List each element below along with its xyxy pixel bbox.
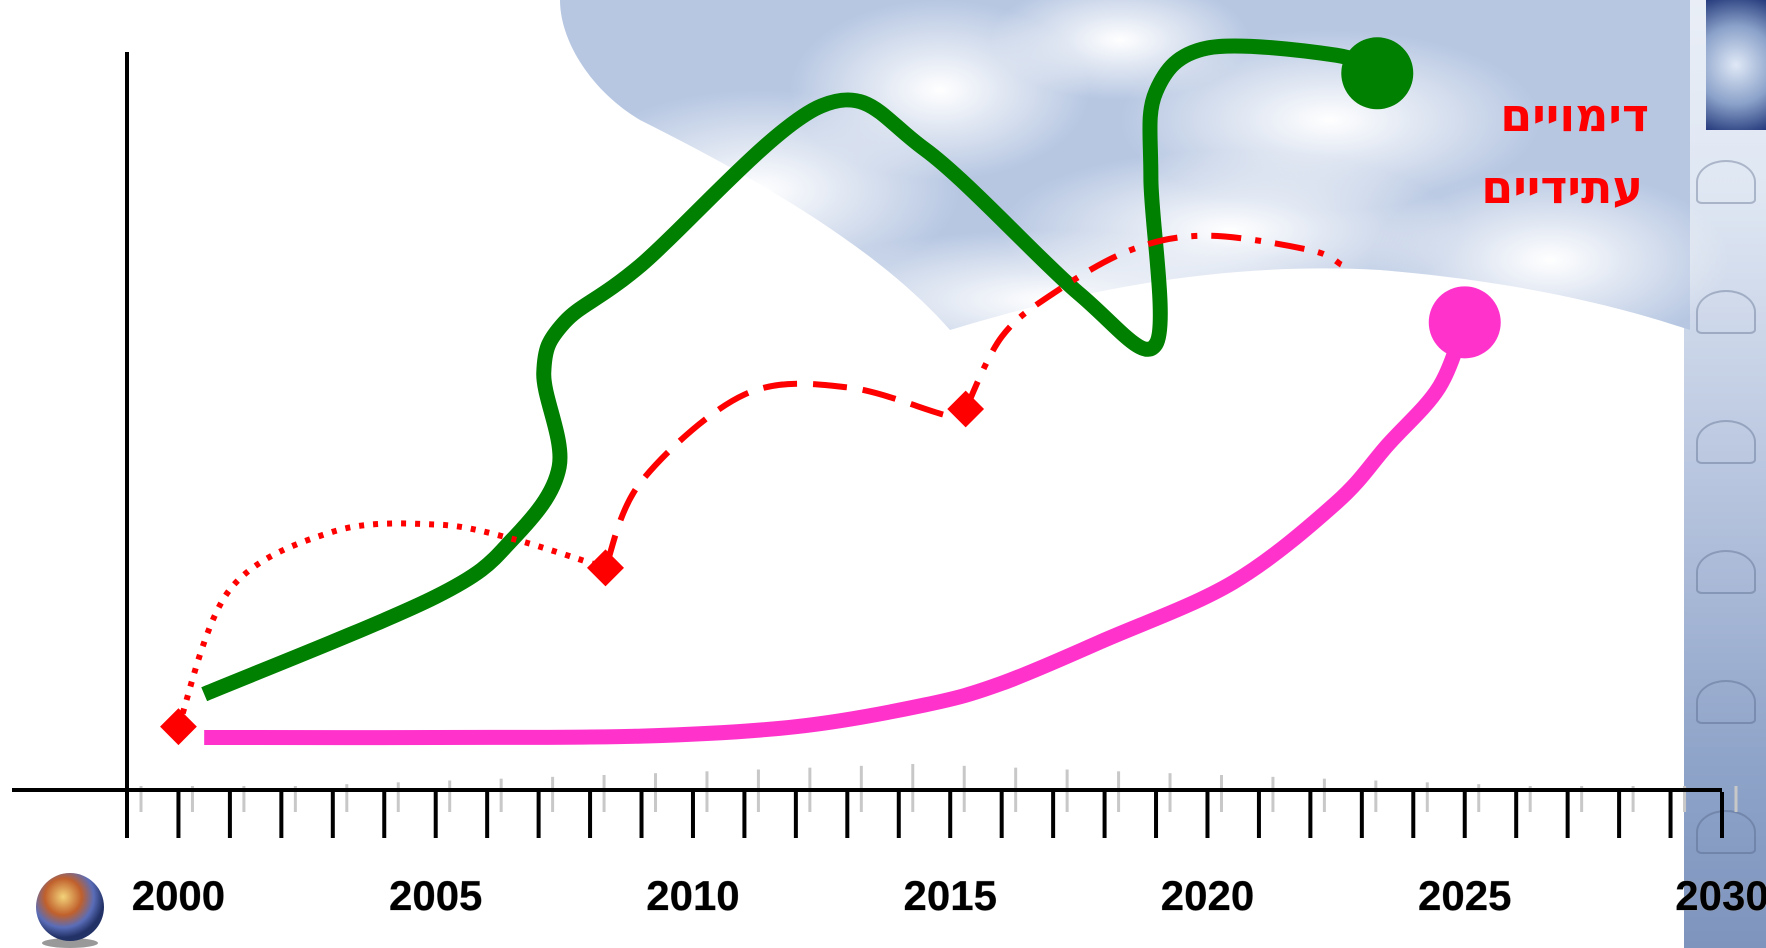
decor-icon bbox=[1696, 420, 1756, 464]
x-ticks bbox=[125, 792, 1724, 838]
data-point bbox=[160, 708, 197, 746]
x-tick-label: 2010 bbox=[646, 872, 739, 919]
x-tick-label: 2025 bbox=[1418, 872, 1511, 919]
series-end-point bbox=[1428, 286, 1501, 359]
series-line bbox=[201, 38, 1381, 702]
annotation-line-1: דימויים bbox=[1500, 88, 1649, 142]
series-line bbox=[602, 380, 969, 569]
decor-icon bbox=[1696, 550, 1756, 594]
x-tick-label: 2020 bbox=[1161, 872, 1254, 919]
decor-icon bbox=[1696, 810, 1756, 854]
decor-icon bbox=[1696, 680, 1756, 724]
series-layer bbox=[160, 37, 1501, 746]
series-line bbox=[204, 319, 1472, 746]
series-line bbox=[175, 520, 607, 728]
globe-icon bbox=[36, 873, 104, 948]
series-end-point bbox=[1341, 37, 1414, 110]
x-tick-label: 2000 bbox=[132, 872, 225, 919]
x-tick-labels: 2000 2005 2010 2015 2020 2025 2030 bbox=[131, 872, 1766, 920]
decor-icon bbox=[1696, 160, 1756, 204]
x-tick-label: 2030 bbox=[1675, 872, 1766, 919]
x-tick-label: 2015 bbox=[904, 872, 997, 919]
annotation-line-2: עתידיים bbox=[1481, 160, 1643, 214]
logo-icon bbox=[1706, 0, 1766, 130]
decor-icon bbox=[1696, 290, 1756, 334]
x-tick-label: 2005 bbox=[389, 872, 482, 919]
series-line bbox=[962, 232, 1343, 411]
data-point bbox=[587, 549, 624, 587]
